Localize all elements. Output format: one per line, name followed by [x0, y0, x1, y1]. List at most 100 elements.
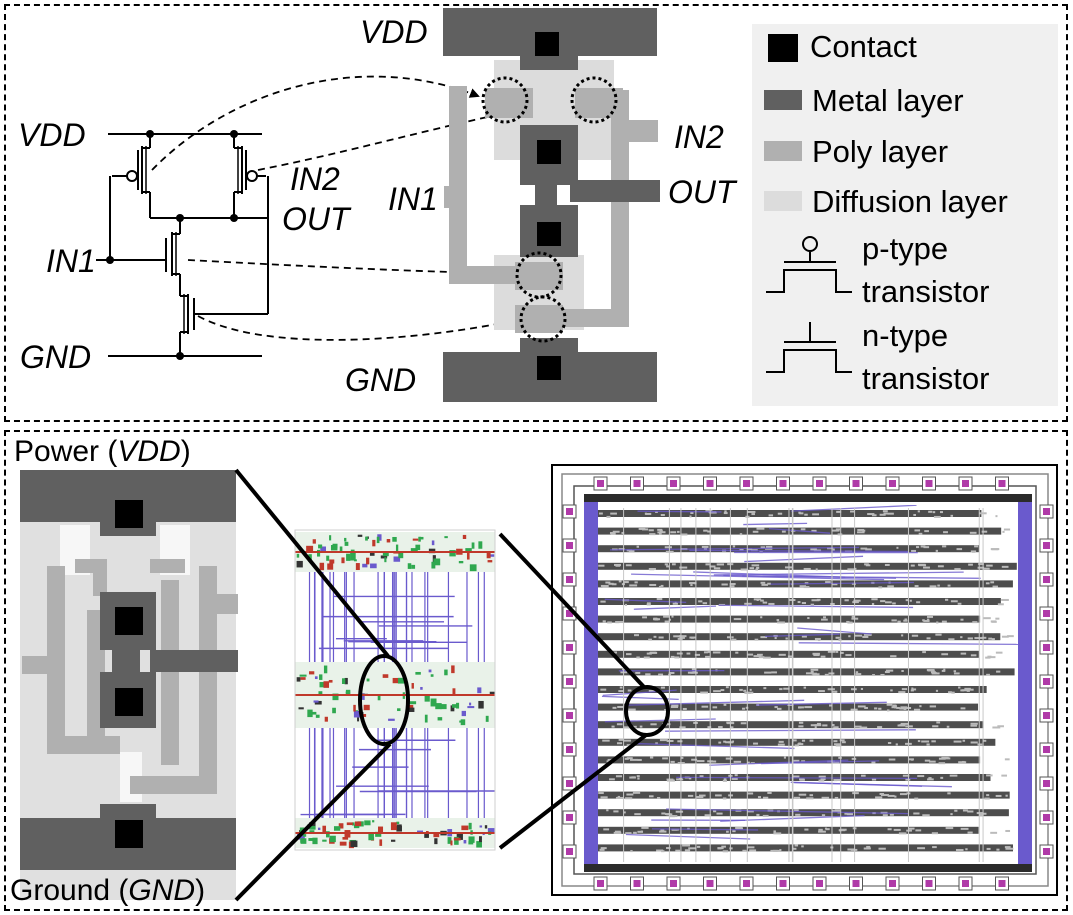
chip-cell-detail — [967, 831, 973, 834]
chip-cell-detail — [735, 651, 739, 654]
chip-cell-detail — [600, 600, 606, 603]
chip-cell-detail — [926, 743, 930, 746]
chip-cell-detail — [723, 703, 727, 706]
chip-cell-detail — [884, 671, 890, 674]
chip-cell-detail — [896, 546, 899, 549]
chip-cell-detail — [629, 584, 638, 587]
chip-cell-detail — [677, 637, 683, 640]
chip-cell-detail — [616, 723, 623, 726]
cell-geometry — [398, 552, 404, 559]
chip-cell-detail — [699, 775, 704, 778]
chip-cell-detail — [888, 758, 896, 761]
chip-cell-detail — [871, 778, 877, 781]
cell-geometry — [329, 535, 332, 541]
chip-cell-detail — [659, 531, 666, 534]
chip-cell-detail — [615, 621, 620, 624]
chip-cell-detail — [1001, 598, 1009, 601]
chip-cell-detail — [871, 761, 876, 764]
chip-cell-detail — [850, 510, 855, 513]
cell-row-rail — [295, 694, 495, 696]
chip-cell-detail — [799, 512, 804, 515]
io-pad-core — [566, 814, 573, 821]
chip-cell-detail — [879, 513, 886, 516]
chip-cell-detail — [794, 744, 799, 747]
chip-cell-detail — [821, 814, 826, 817]
cell-geometry — [363, 704, 370, 711]
io-pad-core — [852, 480, 860, 487]
nmos-bottom — [179, 294, 195, 356]
chip-cell-detail — [778, 740, 784, 743]
chip-cell-detail — [990, 581, 995, 584]
chip-cell-detail — [901, 634, 904, 637]
chip-cell-detail — [628, 550, 635, 553]
chip-cell-detail — [797, 743, 804, 746]
cell-geometry — [462, 534, 467, 539]
chip-cell-detail — [818, 779, 825, 782]
chip-cell-detail — [648, 638, 652, 641]
chip-cell-detail — [950, 600, 958, 603]
cell-geometry — [444, 669, 448, 676]
cell-geometry — [452, 704, 458, 708]
chip-route — [797, 627, 872, 635]
chip-cell-detail — [681, 533, 688, 536]
chip-cell-detail — [839, 739, 845, 742]
chip-cell-detail — [903, 707, 912, 710]
cell-geometry — [395, 544, 399, 552]
io-pad-core — [566, 746, 573, 753]
chip-cell-detail — [1002, 530, 1005, 533]
cell-geometry — [382, 674, 389, 678]
chip-route — [610, 546, 860, 551]
chip-route — [635, 742, 795, 750]
io-pad-core — [962, 480, 969, 487]
chip-cell-detail — [679, 726, 686, 729]
chip-cell-detail — [645, 673, 651, 676]
chip-cell-detail — [991, 620, 997, 623]
chip-cell-detail — [918, 532, 923, 535]
chip-cell-detail — [634, 581, 638, 584]
cell-geometry — [323, 681, 330, 688]
cell-geometry — [485, 715, 489, 722]
chip-cell-detail — [911, 687, 914, 690]
chip-cell-detail — [648, 529, 654, 532]
chip-cell-detail — [749, 849, 757, 852]
io-pad-core — [566, 712, 573, 719]
chip-cell-detail — [646, 652, 652, 655]
chip-cell-detail — [847, 848, 855, 851]
chip-cell-detail — [783, 687, 790, 690]
legend-swatch-diffusion — [764, 191, 802, 211]
cell-geometry — [384, 557, 387, 563]
cell-geometry — [322, 839, 327, 842]
chip-cell-detail — [906, 829, 912, 832]
chip-cell-detail — [949, 774, 958, 777]
chip-cell-detail — [677, 530, 680, 533]
chip-cell-detail — [798, 793, 807, 796]
chip-cell-detail — [810, 670, 814, 673]
chip-cell-detail — [954, 809, 958, 812]
chip-cell-detail — [602, 620, 606, 623]
chip-cell-detail — [937, 584, 940, 587]
chip-cell-detail — [845, 654, 852, 657]
chip-cell-detail — [718, 741, 722, 744]
chip-cell-detail — [814, 726, 817, 729]
io-pad-core — [706, 880, 714, 887]
chip-cell-detail — [757, 796, 761, 799]
chip-cell-detail — [618, 690, 624, 693]
layout-in2-label: IN2 — [674, 121, 724, 153]
chip-route — [637, 510, 722, 513]
chip-cell-detail — [803, 586, 810, 589]
cell-geometry — [390, 822, 397, 831]
cell-geometry — [440, 704, 447, 710]
cell-geometry — [382, 551, 389, 557]
cell-geometry — [329, 835, 336, 843]
chip-cell-detail — [914, 797, 919, 800]
io-pad-core — [779, 880, 787, 887]
chip-cell-detail — [715, 794, 722, 797]
chip-route — [770, 581, 914, 585]
chip-cell-detail — [953, 740, 962, 743]
chip-cell-detail — [886, 709, 890, 712]
layout-out-label: OUT — [668, 174, 736, 210]
chip-cell-detail — [740, 568, 748, 571]
cell-geometry — [411, 683, 414, 689]
chip-cell-detail — [778, 653, 786, 656]
cell-geometry — [415, 671, 421, 675]
